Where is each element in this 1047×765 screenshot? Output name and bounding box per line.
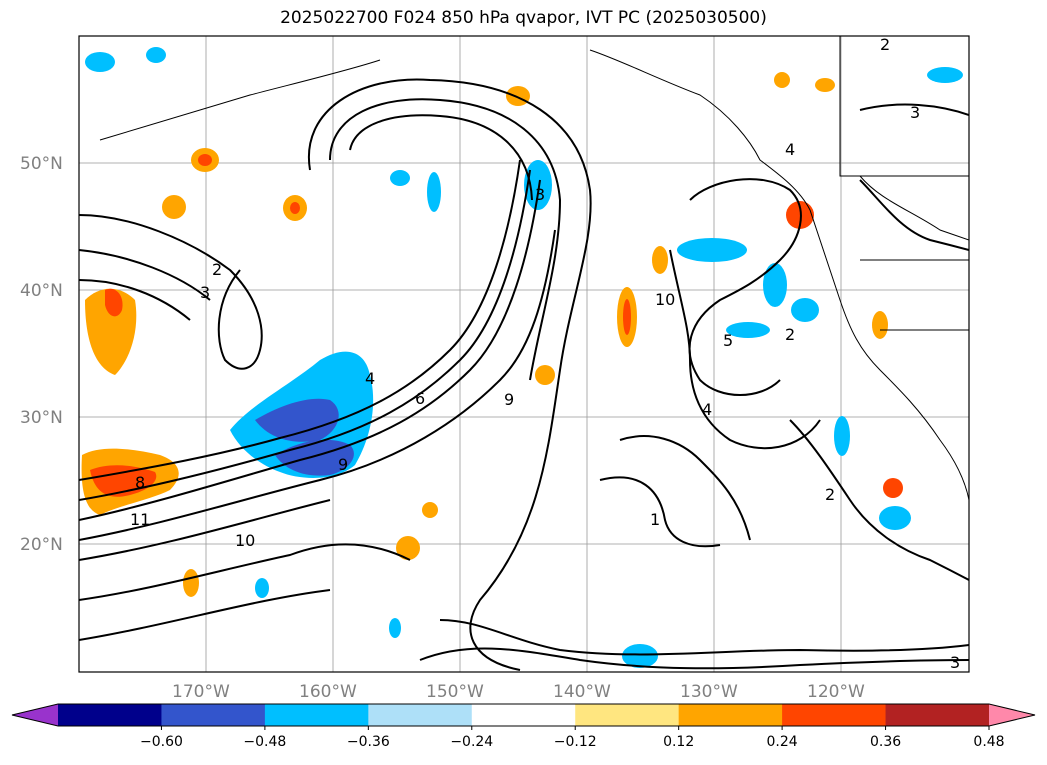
svg-text:2: 2 <box>825 485 835 504</box>
svg-text:9: 9 <box>504 390 514 409</box>
lon-label-120w: 120°W <box>807 682 865 702</box>
svg-text:3: 3 <box>535 185 545 204</box>
svg-text:8: 8 <box>135 473 145 492</box>
colorbar-extend-high <box>989 704 1035 726</box>
svg-text:3: 3 <box>910 103 920 122</box>
colorbar-tick-label: 0.48 <box>973 734 1004 750</box>
colorbar-segment <box>678 704 783 726</box>
svg-text:10: 10 <box>655 290 675 309</box>
ivt-contours <box>79 78 969 671</box>
lon-label-150w: 150°W <box>426 682 484 702</box>
contour-labels: 2 3 4 6 8 9 10 11 1 5 4 3 2 2 4 3 9 10 3… <box>130 35 960 672</box>
colorbar-segment <box>264 704 369 726</box>
svg-text:2: 2 <box>880 35 890 54</box>
plot-area <box>79 36 969 672</box>
colorbar-extend-low <box>12 704 58 726</box>
svg-text:4: 4 <box>365 369 375 388</box>
colorbar-tick-label: −0.48 <box>243 734 286 750</box>
colorbar-tick-label: −0.36 <box>347 734 390 750</box>
svg-text:11: 11 <box>130 510 150 529</box>
colorbar-tick-label: −0.12 <box>554 734 597 750</box>
colorbar-segment <box>368 704 473 726</box>
colorbar-tick-label: 0.12 <box>663 734 694 750</box>
svg-text:4: 4 <box>785 140 795 159</box>
lon-label-170w: 170°W <box>172 682 230 702</box>
colorbar-tick-label: −0.60 <box>140 734 183 750</box>
colorbar-segment <box>58 704 162 726</box>
lat-label-50n: 50°N <box>20 154 63 174</box>
colorbar-tick-label: 0.24 <box>767 734 798 750</box>
lon-label-130w: 130°W <box>680 682 738 702</box>
svg-text:4: 4 <box>702 400 712 419</box>
colorbar-segment <box>782 704 887 726</box>
svg-text:6: 6 <box>415 389 425 408</box>
svg-text:2: 2 <box>785 325 795 344</box>
svg-text:5: 5 <box>723 331 733 350</box>
lat-label-40n: 40°N <box>20 281 63 301</box>
svg-text:3: 3 <box>950 653 960 672</box>
plot-title: 2025022700 F024 850 hPa qvapor, IVT PC (… <box>280 8 767 28</box>
colorbar-outline <box>11 703 1036 727</box>
lon-label-160w: 160°W <box>299 682 357 702</box>
longitude-labels: 170°W 160°W 150°W 140°W 130°W 120°W <box>172 682 865 702</box>
colorbar-tick-label: −0.24 <box>450 734 493 750</box>
plot-border <box>78 35 970 673</box>
colorbar-segment <box>885 704 990 726</box>
lat-label-20n: 20°N <box>20 535 63 555</box>
lon-label-140w: 140°W <box>553 682 611 702</box>
svg-text:10: 10 <box>235 531 255 550</box>
svg-text:9: 9 <box>338 455 348 474</box>
svg-text:3: 3 <box>200 283 210 302</box>
latitude-labels: 50°N 40°N 30°N 20°N <box>20 154 63 555</box>
colorbar: −0.60 −0.48 −0.36 −0.24 −0.12 0.12 0.24 0.36 0.4… <box>11 703 1036 750</box>
svg-text:2: 2 <box>212 260 222 279</box>
lat-label-30n: 30°N <box>20 408 63 428</box>
colorbar-segment <box>575 704 680 726</box>
colorbar-segment <box>471 704 576 726</box>
colorbar-tick-label: 0.36 <box>870 734 901 750</box>
svg-text:1: 1 <box>650 510 660 529</box>
qvapor-shading <box>81 47 963 668</box>
colorbar-segment <box>161 704 266 726</box>
coastlines <box>99 36 969 501</box>
